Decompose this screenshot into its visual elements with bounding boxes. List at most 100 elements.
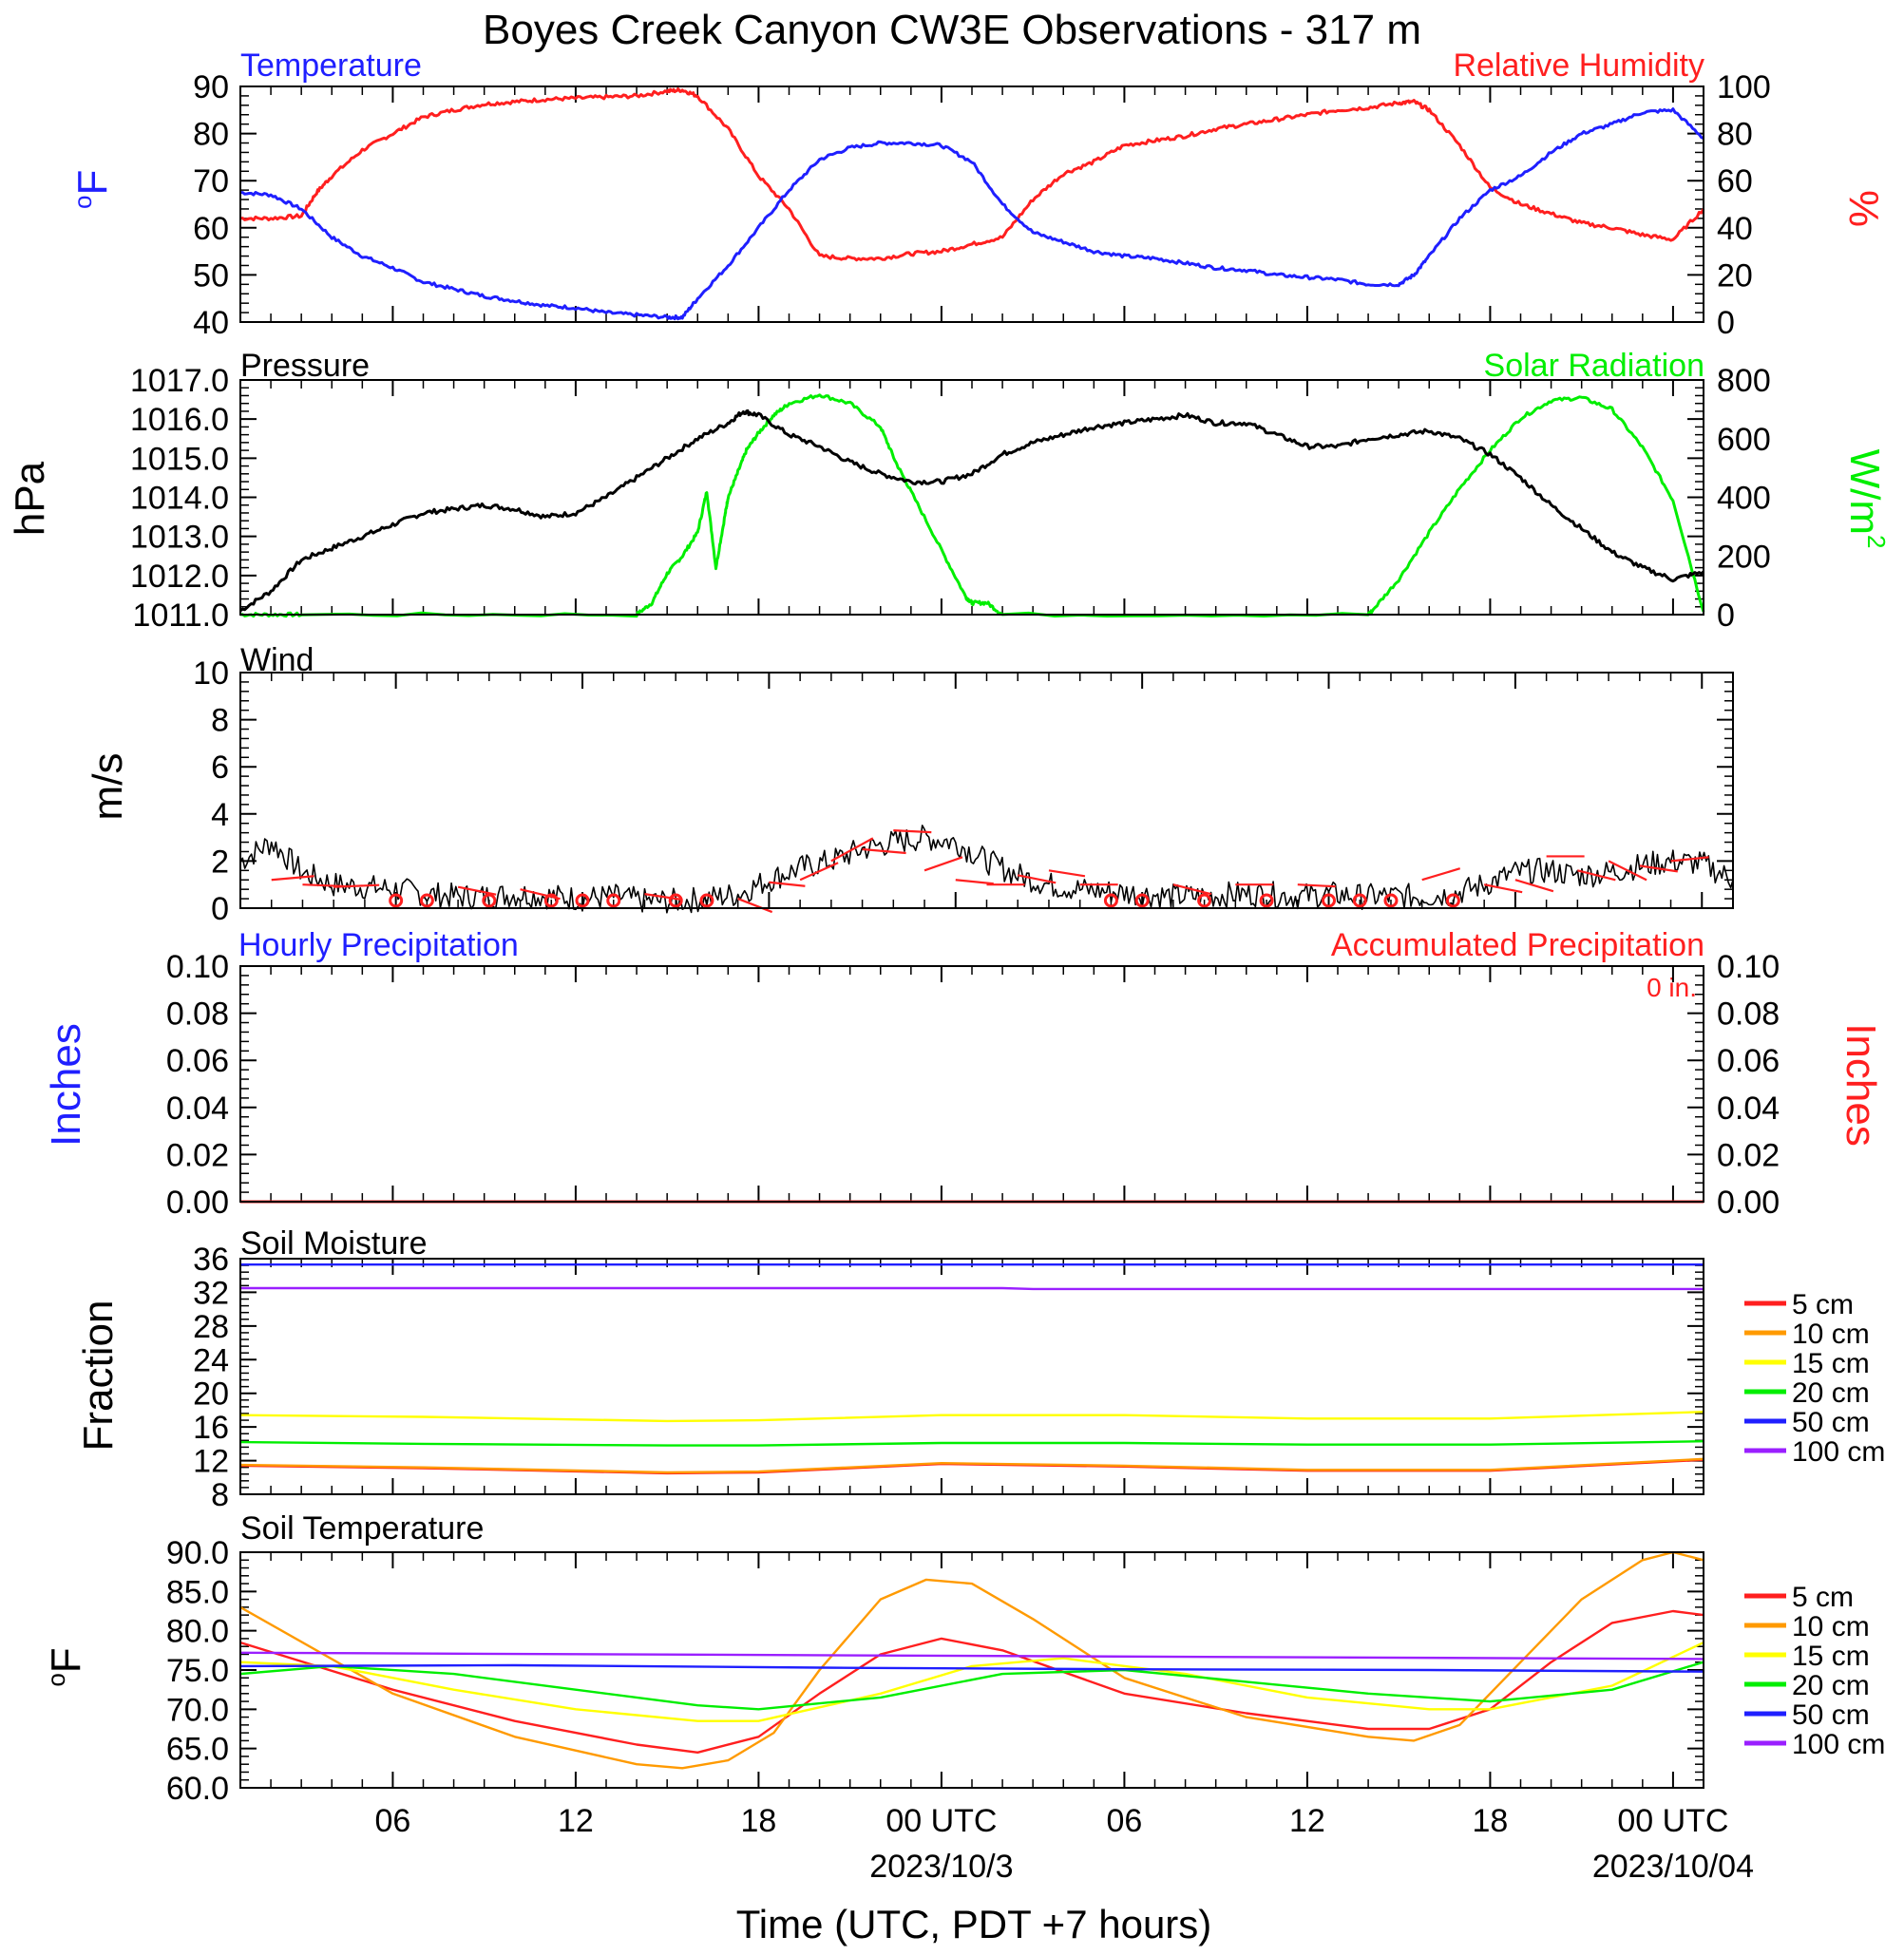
- soil-moisture-line: [239, 1411, 1704, 1423]
- x-date-label: 2023/10/04: [1592, 1849, 1754, 1885]
- wind-barb: [1670, 856, 1709, 863]
- wind-barb: [1483, 883, 1523, 894]
- y-tick-label: 0.04: [166, 1091, 229, 1127]
- wind-barb-calm: [543, 893, 559, 908]
- accumulated-precip-unit: Inches: [1837, 1023, 1884, 1147]
- wind-barb: [333, 883, 380, 888]
- wind-barb: [830, 837, 874, 863]
- soil-temperature-line: [239, 1663, 1704, 1673]
- y-tick-label: 4: [211, 797, 229, 833]
- relative-humidity-label: Relative Humidity: [1453, 47, 1704, 84]
- y-tick-label: 80.0: [166, 1614, 229, 1650]
- legend-label: 15 cm: [1792, 1348, 1870, 1379]
- y-tick-label: 80: [193, 117, 229, 153]
- wind-barb-calm: [1322, 893, 1337, 908]
- y-tick-label: 75.0: [166, 1653, 229, 1689]
- y2-tick-label: 0: [1717, 305, 1735, 341]
- temperature-line: [240, 107, 1704, 321]
- x-tick-label: 12: [558, 1803, 594, 1839]
- y-tick-label: 36: [193, 1242, 229, 1278]
- y2-tick-label: 800: [1717, 363, 1771, 399]
- y-tick-label: 1017.0: [130, 363, 229, 399]
- soil-temperature-line: [239, 1651, 1704, 1661]
- y2-tick-label: 0.00: [1717, 1185, 1780, 1221]
- y2-tick-label: 60: [1717, 163, 1753, 199]
- wind-barb: [862, 847, 906, 855]
- wind-barb-calm: [1383, 893, 1399, 908]
- wind-barb: [1577, 869, 1616, 882]
- y2-tick-label: 600: [1717, 422, 1771, 458]
- temperature-unit: oF: [68, 170, 116, 209]
- legend-label: 20 cm: [1792, 1377, 1870, 1409]
- accumulated-precip-value: 0 in.: [1647, 973, 1697, 1002]
- wind-barb-calm: [606, 893, 621, 908]
- wind-barb: [923, 856, 963, 872]
- wind-barb-calm: [1445, 893, 1460, 908]
- y-tick-label: 2: [211, 844, 229, 880]
- temperature-label: Temperature: [240, 47, 422, 84]
- legend-label: 10 cm: [1792, 1611, 1870, 1642]
- panel-frame: [239, 1258, 1704, 1495]
- hourly-precip-unit: Inches: [43, 1023, 89, 1147]
- x-tick-label: 18: [1473, 1803, 1509, 1839]
- y-tick-label: 0.02: [166, 1137, 229, 1173]
- x-tick-label: 06: [1107, 1803, 1143, 1839]
- x-date-label: 2023/10/3: [869, 1849, 1013, 1885]
- wind-barb: [893, 829, 932, 834]
- y-tick-label: 6: [211, 750, 229, 786]
- legend-label: 100 cm: [1792, 1436, 1885, 1468]
- y-tick-label: 90: [193, 69, 229, 105]
- y-tick-label: 90.0: [166, 1535, 229, 1571]
- x-tick-label: 06: [375, 1803, 411, 1839]
- wind-barb-calm: [1197, 893, 1212, 908]
- legend-label: 50 cm: [1792, 1407, 1870, 1438]
- wind-barb-calm: [1352, 893, 1367, 908]
- panel-frame: [239, 1551, 1704, 1789]
- wind-barb-calm: [482, 893, 497, 908]
- wind-barb: [799, 862, 839, 882]
- x-axis-title: Time (UTC, PDT +7 hours): [736, 1902, 1212, 1946]
- y2-tick-label: 200: [1717, 539, 1771, 575]
- wind-barb: [1639, 864, 1678, 873]
- wind-barb: [1018, 874, 1057, 884]
- y-tick-label: 32: [193, 1275, 229, 1311]
- soil-temperature-line: [239, 1609, 1704, 1754]
- y-tick-label: 1011.0: [133, 598, 229, 634]
- x-tick-label: 00 UTC: [885, 1803, 997, 1839]
- panel-frame: [239, 672, 1734, 909]
- soil-moisture-line: [239, 1440, 1704, 1447]
- y-tick-label: 0: [211, 891, 229, 927]
- legend-label: 5 cm: [1792, 1582, 1854, 1613]
- y2-tick-label: 0.08: [1717, 996, 1780, 1033]
- plot-area: 4050607080900204060801001011.01012.01013…: [130, 69, 1885, 1885]
- y-tick-label: 85.0: [166, 1574, 229, 1610]
- y-tick-label: 1012.0: [130, 559, 229, 595]
- wind-unit: m/s: [85, 753, 131, 821]
- pressure-label: Pressure: [240, 348, 370, 384]
- y-tick-label: 24: [193, 1342, 229, 1378]
- y-tick-label: 40: [193, 305, 229, 341]
- y-tick-label: 1016.0: [130, 402, 229, 438]
- y-tick-label: 60: [193, 211, 229, 247]
- y2-tick-label: 40: [1717, 211, 1753, 247]
- y-tick-label: 50: [193, 257, 229, 294]
- y-tick-label: 8: [211, 703, 229, 739]
- soil-moisture-label: Soil Moisture: [240, 1225, 428, 1262]
- wind-barb: [520, 888, 561, 901]
- y-tick-label: 70.0: [166, 1692, 229, 1728]
- panel-frame: [239, 379, 1704, 616]
- x-tick-label: 12: [1289, 1803, 1325, 1839]
- soil-temperature-line: [239, 1661, 1704, 1711]
- y-tick-label: 10: [193, 655, 229, 692]
- y2-tick-label: 0.02: [1717, 1137, 1780, 1173]
- panel-frame: [239, 85, 1704, 323]
- y2-tick-label: 0.06: [1717, 1043, 1780, 1079]
- y-tick-label: 0.10: [166, 949, 229, 985]
- legend-label: 50 cm: [1792, 1699, 1870, 1731]
- y2-tick-label: 20: [1717, 257, 1753, 294]
- wind-barb: [1172, 883, 1212, 896]
- y-tick-label: 0.08: [166, 996, 229, 1033]
- soil-temperature-unit: oF: [42, 1647, 89, 1686]
